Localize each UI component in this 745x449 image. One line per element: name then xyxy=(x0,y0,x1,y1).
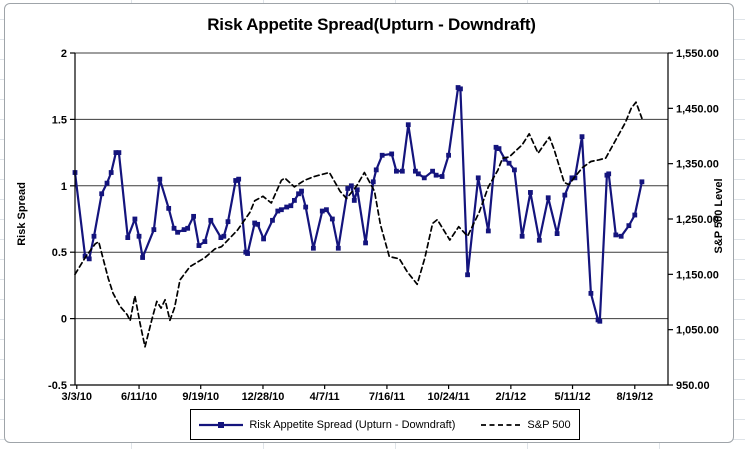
right-axis-title: S&P 500 Level xyxy=(713,178,725,254)
legend-label-sp500: S&P 500 xyxy=(527,418,571,431)
sp500-dashed-line-sample-icon xyxy=(481,423,522,426)
left-axis-title: Risk Spread xyxy=(16,182,28,246)
risk-spread-line-sample-icon xyxy=(199,421,244,428)
chart-title: Risk Appetite Spread(Upturn - Downdraft) xyxy=(207,15,536,34)
legend-marker-sample xyxy=(218,421,225,428)
legend-item-risk-spread: Risk Appetite Spread (Upturn - Downdraft… xyxy=(199,419,455,431)
legend: Risk Appetite Spread (Upturn - Downdraft… xyxy=(190,409,580,440)
legend-label-risk-spread: Risk Appetite Spread (Upturn - Downdraft… xyxy=(249,418,456,431)
chart-object-frame[interactable] xyxy=(4,3,734,443)
legend-item-sp500: S&P 500 xyxy=(481,418,571,431)
